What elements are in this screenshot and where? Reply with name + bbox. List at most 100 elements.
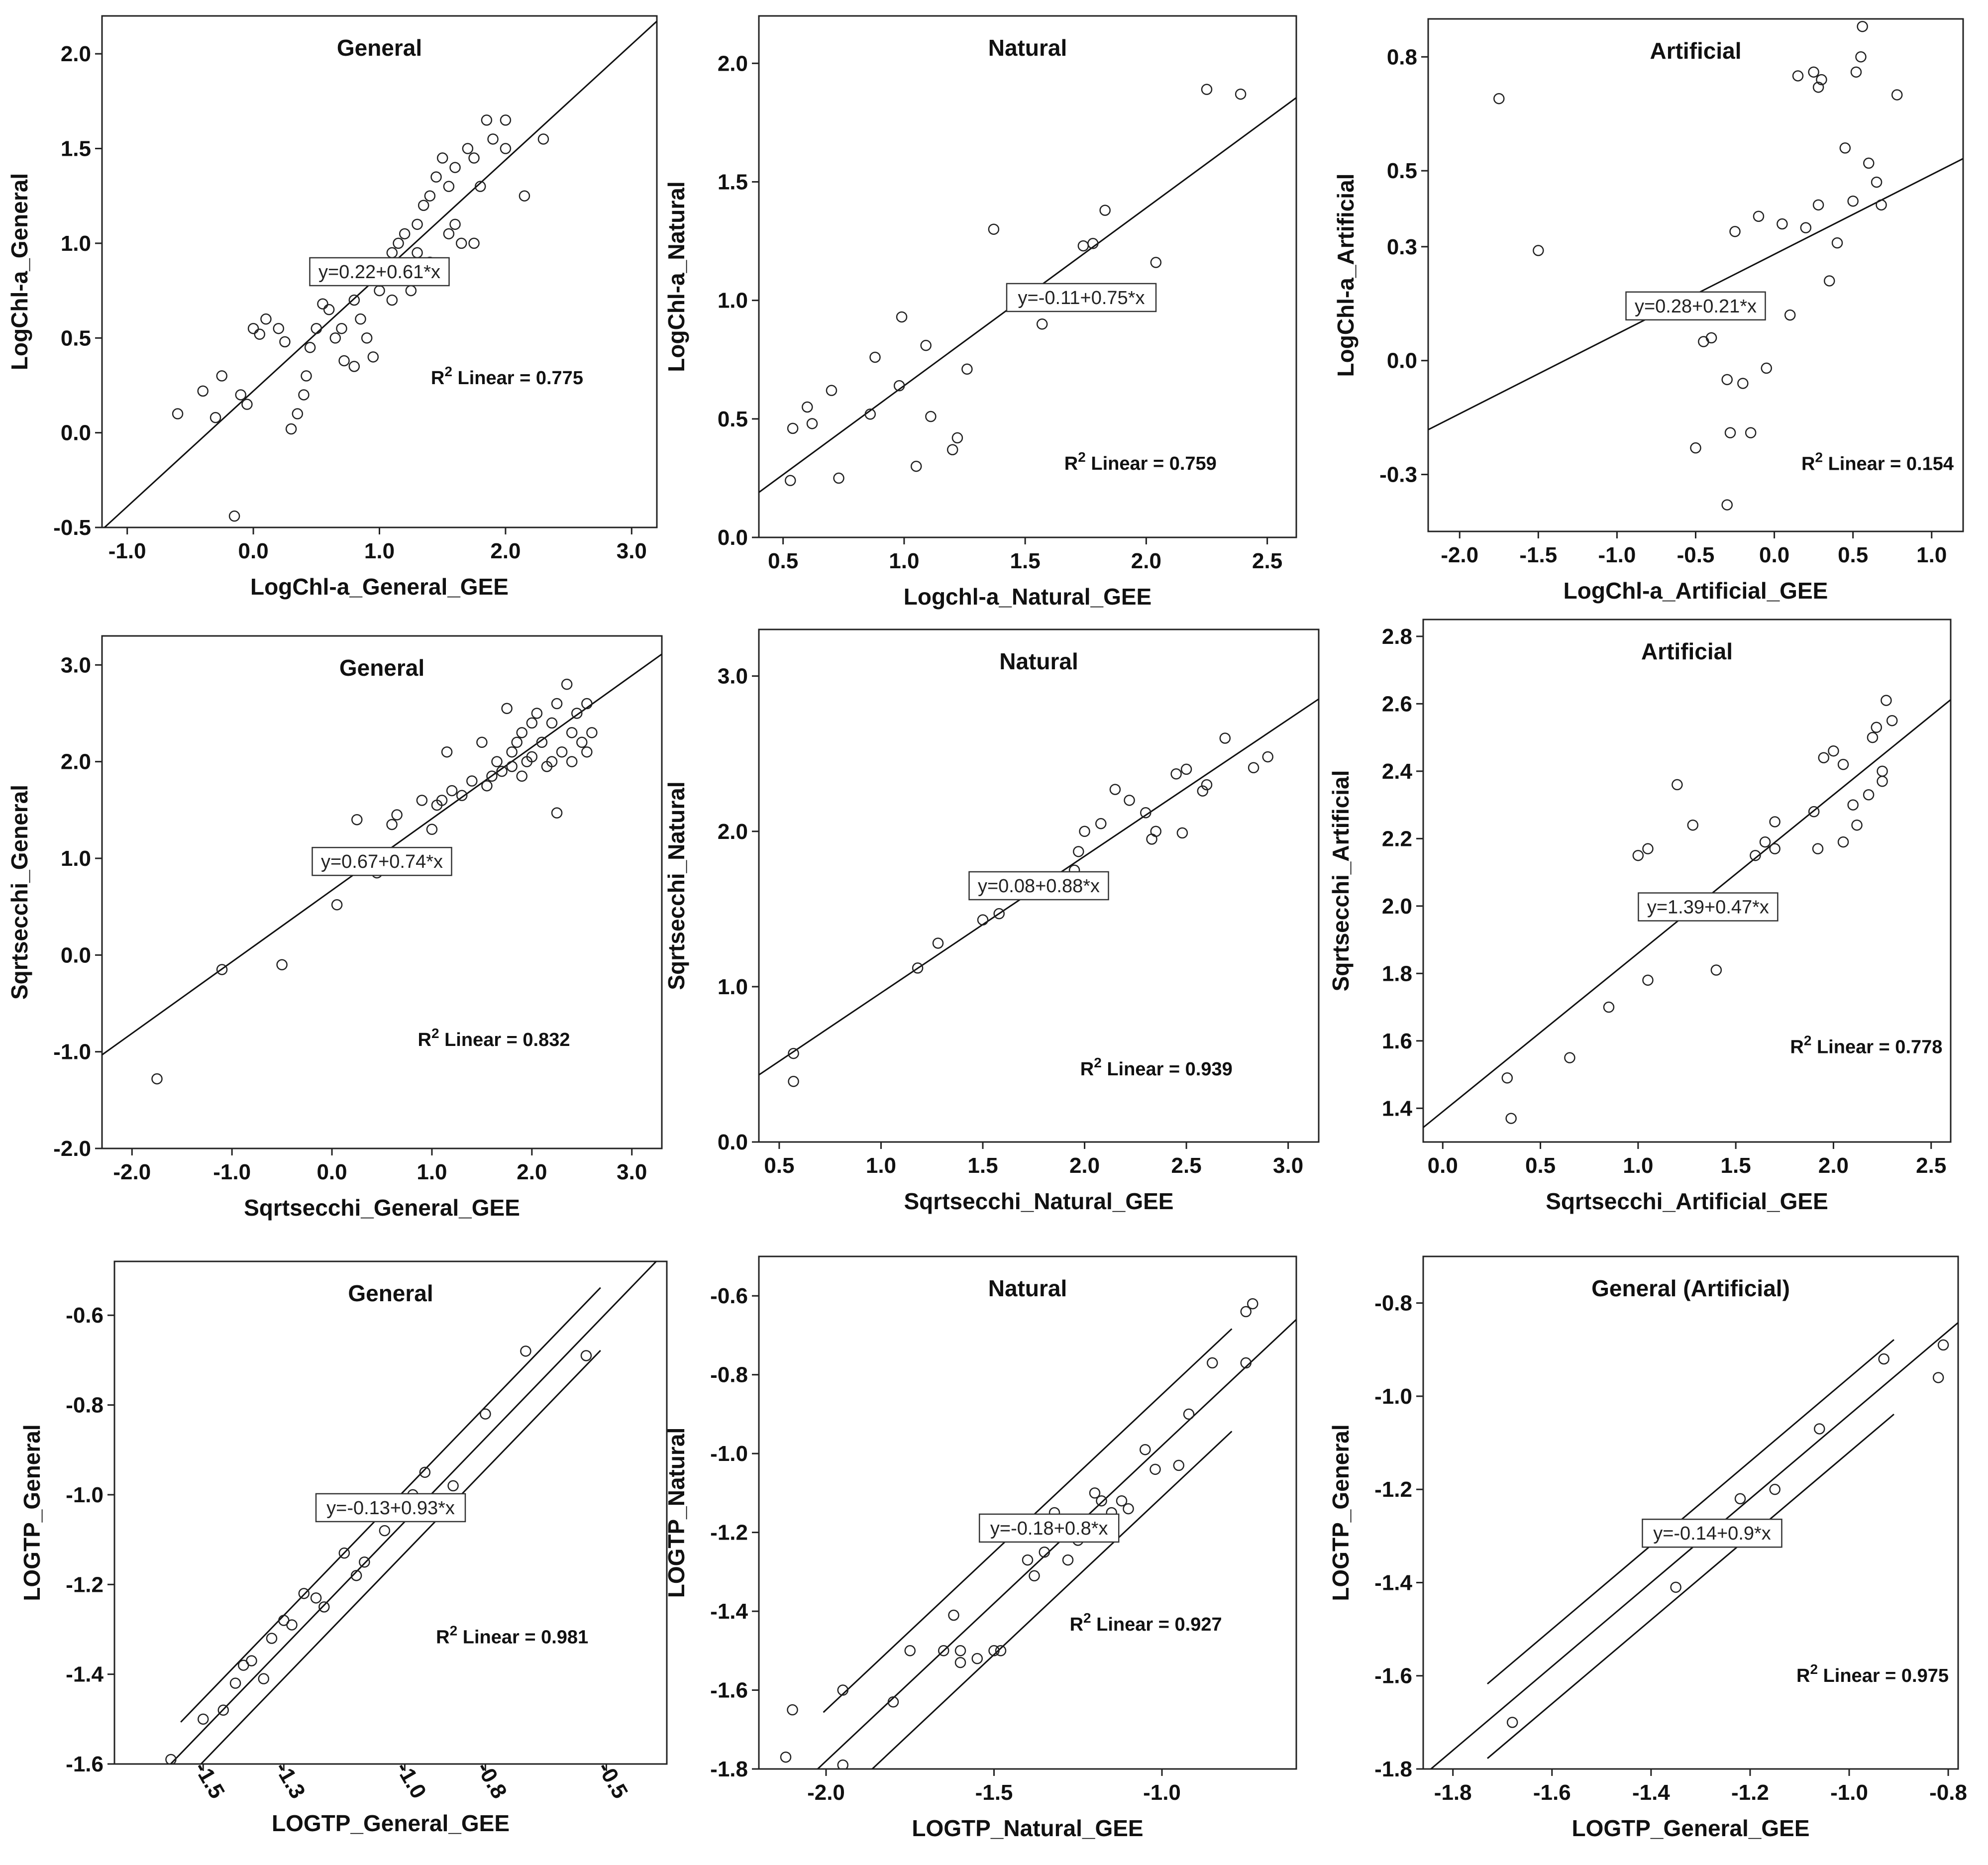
x-axis-label: LogChl-a_Artificial_GEE [1564, 578, 1828, 604]
data-point [1839, 142, 1851, 154]
data-point [1632, 849, 1644, 861]
data-point [1777, 218, 1788, 230]
data-point [920, 339, 932, 351]
data-point [209, 412, 221, 423]
y-tick-label: -1.2 [710, 1521, 748, 1545]
data-point [1750, 849, 1761, 861]
data-point [1891, 89, 1903, 101]
data-point [399, 228, 411, 240]
r2-label: R2 Linear = 0.759 [1064, 449, 1217, 474]
y-tick-label: 1.5 [61, 137, 91, 161]
data-point [466, 775, 478, 787]
data-point [932, 937, 944, 949]
data-point [1710, 964, 1722, 976]
data-point [887, 1696, 899, 1708]
data-point [511, 736, 523, 748]
x-tick-label: -1.0 [213, 1160, 251, 1184]
data-point [286, 1619, 298, 1631]
chart-panel-6: Artificial 0.0 0.5 1.0 1.5 2.0 2.5 1.4 1.6 1.8 2.0… [1328, 619, 1952, 1214]
equation-box [1642, 1518, 1782, 1548]
data-point [1847, 195, 1859, 207]
y-tick-label: -1.0 [710, 1442, 748, 1466]
data-point [988, 1645, 1000, 1657]
y-tick-label: 1.0 [718, 975, 748, 999]
data-point [526, 751, 538, 763]
x-axis-label: Sqrtsecchi_General_GEE [244, 1195, 520, 1221]
x-axis-label: Logchl-a_Natural_GEE [904, 584, 1151, 610]
data-point [1603, 1001, 1615, 1013]
data-point [788, 1047, 799, 1059]
data-point [1670, 1581, 1681, 1593]
data-point [329, 332, 341, 344]
data-point [1721, 374, 1733, 386]
data-point [197, 385, 209, 397]
data-point [361, 332, 373, 344]
data-point [474, 181, 486, 192]
data-point [925, 411, 937, 422]
data-point [946, 444, 958, 455]
data-point [566, 756, 578, 767]
r2-label: R2 Linear = 0.778 [1790, 1033, 1942, 1058]
y-tick-label: -1.0 [1374, 1384, 1412, 1409]
x-axis-label: LOGTP_General_GEE [1571, 1815, 1809, 1841]
y-tick-label: 0.5 [718, 407, 748, 431]
x-tick-label: 0.0 [316, 1160, 347, 1184]
data-point [436, 152, 448, 164]
data-point [424, 190, 436, 202]
data-point [241, 399, 253, 410]
x-tick-label: 1.0 [889, 549, 919, 573]
data-point [1029, 1570, 1040, 1582]
y-tick-label: -0.5 [53, 516, 91, 540]
x-tick-label: -1.0 [1143, 1780, 1181, 1805]
data-point [1737, 378, 1749, 389]
y-axis-label: LogChl-a_General [6, 173, 32, 370]
data-point [1753, 210, 1765, 222]
data-point [1816, 74, 1827, 86]
data-point [172, 408, 184, 419]
data-point [1180, 763, 1192, 775]
x-tick-label: 0.5 [768, 549, 798, 573]
data-point [1850, 66, 1862, 78]
data-point [1721, 499, 1733, 511]
data-point [1197, 785, 1209, 797]
data-point [566, 727, 578, 738]
data-point [350, 1570, 362, 1581]
y-tick-label: 2.4 [1382, 759, 1413, 784]
x-tick-label: -1.4 [1632, 1780, 1670, 1805]
data-point [379, 1525, 391, 1537]
x-tick-label: 1.0 [866, 1153, 896, 1178]
y-tick-label: -1.4 [710, 1599, 748, 1624]
data-point [948, 1609, 959, 1621]
data-point [419, 1466, 431, 1478]
x-tick-label: -0.8 [1929, 1780, 1967, 1805]
y-axis-label: Sqrtsecchi_General [6, 785, 32, 1000]
equation-label: y=-0.11+0.75*x [1018, 288, 1145, 309]
equation-box [309, 257, 450, 287]
data-point [536, 736, 548, 748]
data-point [1235, 88, 1247, 100]
data-point [787, 422, 799, 434]
data-point [285, 423, 297, 435]
data-point [1745, 427, 1757, 438]
data-point [1837, 759, 1849, 770]
data-point [519, 190, 530, 202]
plot-frame [101, 635, 663, 1149]
y-tick-label: 1.5 [718, 170, 748, 194]
y-tick-label: 1.0 [61, 231, 91, 256]
r2-label: R2 Linear = 0.939 [1080, 1055, 1233, 1080]
data-point [336, 322, 347, 334]
y-tick-label: -0.3 [1379, 463, 1417, 487]
data-point [576, 736, 588, 748]
data-point [338, 355, 350, 367]
upper-band-line [1487, 1339, 1894, 1685]
data-point [904, 1645, 916, 1657]
data-point [1886, 715, 1898, 726]
data-point [954, 1657, 966, 1668]
y-tick-label: 1.6 [1382, 1029, 1412, 1053]
data-point [348, 361, 360, 372]
data-point [1932, 1372, 1944, 1383]
data-point [374, 285, 385, 297]
chart-title: Artificial [1641, 638, 1733, 664]
data-point [391, 809, 403, 821]
